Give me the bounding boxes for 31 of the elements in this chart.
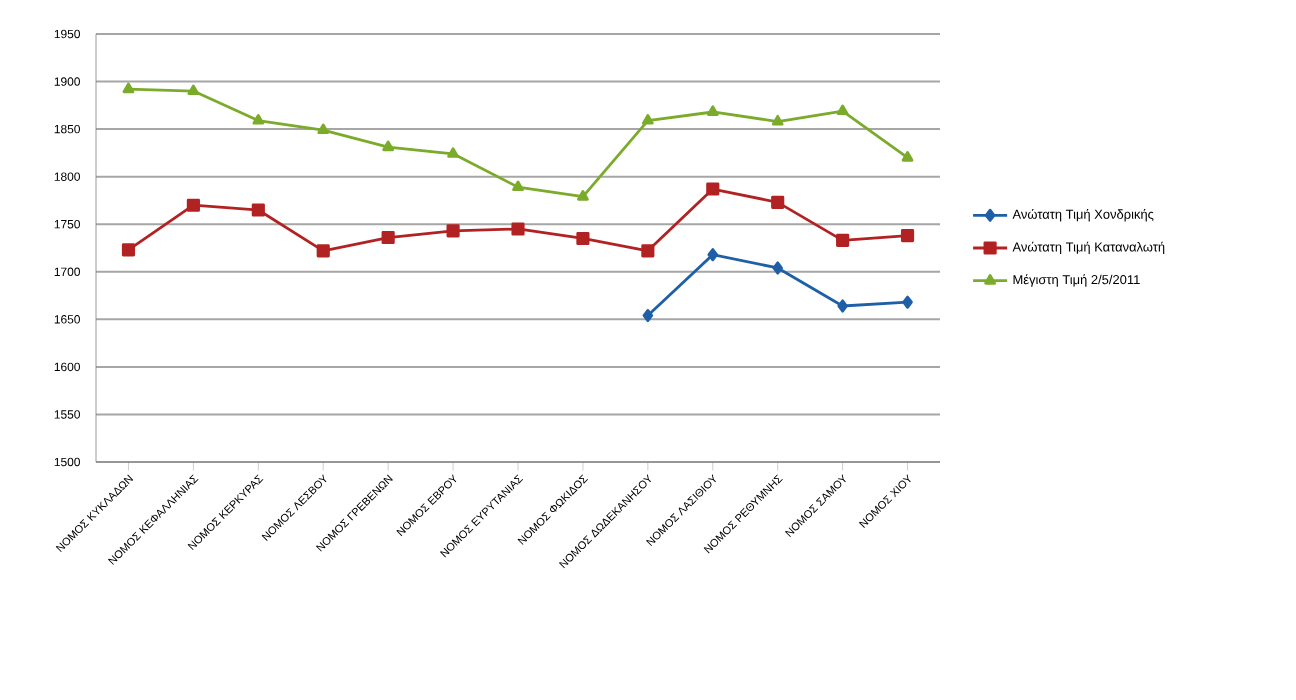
point	[642, 308, 654, 323]
point	[836, 233, 850, 247]
point	[447, 147, 459, 158]
point	[706, 182, 720, 196]
point	[511, 222, 525, 236]
point	[187, 84, 200, 96]
point	[771, 195, 785, 209]
point	[316, 244, 330, 258]
point	[901, 151, 914, 162]
point	[446, 224, 460, 238]
point	[836, 104, 849, 116]
point	[251, 203, 265, 217]
point	[122, 82, 135, 94]
point	[900, 229, 915, 243]
point	[837, 299, 848, 313]
point	[902, 295, 913, 309]
point	[771, 114, 784, 126]
point	[576, 231, 590, 246]
point	[252, 113, 265, 125]
point	[641, 244, 655, 258]
point	[121, 243, 136, 257]
point	[381, 230, 395, 245]
point	[772, 261, 783, 275]
point	[577, 190, 589, 201]
point	[382, 140, 395, 152]
point	[186, 198, 200, 212]
point	[706, 105, 719, 116]
point	[641, 113, 654, 125]
point	[707, 248, 719, 262]
point	[512, 180, 524, 192]
point	[317, 123, 330, 135]
